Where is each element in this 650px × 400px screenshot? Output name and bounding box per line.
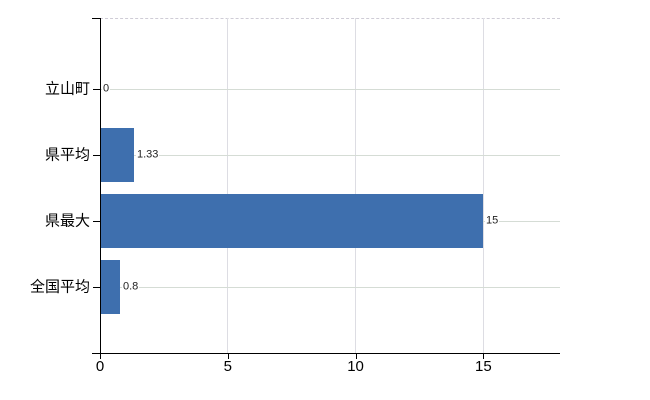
plot-area: 0 1.33 15 0.8 [100, 18, 560, 353]
bar-value-label: 15 [485, 214, 500, 228]
category-label: 県最大 [44, 212, 90, 230]
y-axis-tick [93, 287, 100, 288]
horizontal-gridline [100, 287, 560, 288]
bar-value-label: 0.8 [122, 280, 140, 294]
horizontal-gridline [100, 155, 560, 156]
y-axis-end-tick [92, 18, 100, 19]
bar [100, 260, 120, 314]
category-label: 全国平均 [29, 278, 90, 296]
category-label: 立山町 [44, 80, 90, 98]
y-axis-tick [93, 221, 100, 222]
x-axis-tick [483, 354, 485, 359]
bar [100, 128, 134, 182]
x-tick-label: 0 [95, 358, 105, 375]
x-axis-tick [100, 354, 101, 359]
x-axis-line [100, 353, 560, 354]
x-axis-tick [227, 354, 229, 359]
vertical-gridline [482, 18, 484, 353]
bar-value-label: 0 [102, 82, 111, 96]
bar-value-label: 1.33 [136, 148, 160, 162]
x-tick-label: 5 [223, 358, 232, 375]
bar [100, 194, 483, 248]
vertical-gridline [355, 18, 357, 353]
y-axis-end-tick [92, 353, 100, 354]
x-axis-tick [355, 354, 357, 359]
plot-top-border [100, 18, 560, 19]
y-axis-tick [93, 89, 100, 90]
y-axis-tick [93, 155, 100, 156]
horizontal-gridline [100, 89, 560, 90]
x-tick-label: 10 [347, 358, 364, 375]
x-tick-label: 15 [474, 358, 492, 375]
y-axis-line [100, 18, 101, 354]
category-label: 県平均 [44, 146, 90, 164]
vertical-gridline [227, 18, 229, 353]
